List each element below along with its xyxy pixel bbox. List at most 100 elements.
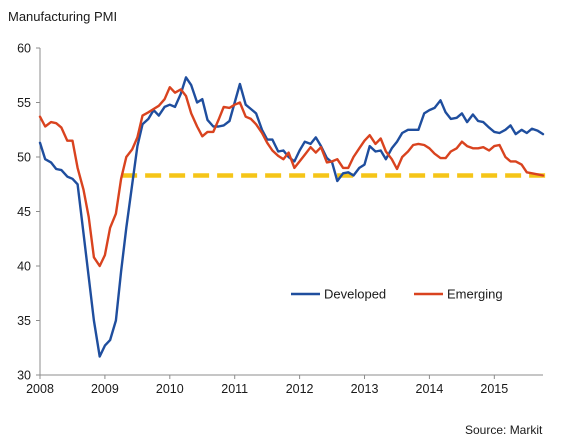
data-point [299,149,301,151]
data-point [423,112,425,114]
data-point [428,147,430,149]
data-point [352,174,354,176]
data-point [445,111,447,113]
data-point [385,150,387,152]
data-point [88,276,90,278]
chart-title: Manufacturing PMI [8,9,118,24]
data-point [201,98,203,100]
data-point [44,158,46,160]
data-point [266,142,268,144]
data-point [363,140,365,142]
data-point [277,155,279,157]
data-point [380,137,382,139]
data-point [369,134,371,136]
y-tick-label: 50 [17,151,31,165]
data-point [180,88,182,90]
data-point [391,158,393,160]
x-tick-label: 2013 [351,382,379,396]
y-tick-label: 35 [17,314,31,328]
data-point [315,136,317,138]
data-point [331,160,333,162]
data-point [363,164,365,166]
data-point [250,108,252,110]
data-point [342,167,344,169]
y-tick-label: 60 [17,42,31,56]
y-tick-label: 40 [17,260,31,274]
data-point [82,189,84,191]
data-point [206,119,208,121]
data-point [299,160,301,162]
data-point [93,319,95,321]
data-point [434,153,436,155]
data-point [450,118,452,120]
data-point [245,116,247,118]
data-point [109,227,111,229]
data-point [131,183,133,185]
data-point [136,145,138,147]
source-note: Source: Markit [465,423,543,437]
data-point [82,232,84,234]
series-layer [38,76,545,358]
data-point [380,149,382,151]
data-point [352,156,354,158]
data-point [542,133,544,135]
data-point [521,129,523,131]
data-point [304,141,306,143]
x-tick-label: 2014 [416,382,444,396]
data-point [358,147,360,149]
data-point [477,120,479,122]
x-tick-label: 2012 [286,382,314,396]
data-point [271,139,273,141]
data-point [401,156,403,158]
data-point [521,164,523,166]
data-point [504,129,506,131]
data-point [537,130,539,132]
data-point [39,116,41,118]
data-point [141,115,143,117]
data-point [39,142,41,144]
data-point [174,106,176,108]
data-point [153,108,155,110]
data-point [88,216,90,218]
data-point [99,355,101,357]
data-point [228,120,230,122]
data-point [125,227,127,229]
data-point [531,128,533,130]
data-point [44,125,46,127]
data-point [417,129,419,131]
data-point [310,143,312,145]
data-point [66,140,68,142]
data-point [250,118,252,120]
data-point [320,146,322,148]
data-point [234,104,236,106]
data-point [271,149,273,151]
data-point [147,118,149,120]
data-point [212,131,214,133]
data-point [180,93,182,95]
data-point [439,99,441,101]
data-point [537,173,539,175]
data-point [115,319,117,321]
data-point [77,167,79,169]
data-point [310,146,312,148]
data-point [120,178,122,180]
data-point [358,167,360,169]
data-point [190,84,192,86]
data-point [77,183,79,185]
data-point [472,113,474,115]
data-point [396,141,398,143]
data-point [239,101,241,103]
data-point [196,125,198,127]
data-point [60,169,62,171]
series-emerging [38,86,545,268]
data-point [369,145,371,147]
data-point [450,150,452,152]
data-point [412,144,414,146]
data-point [164,106,166,108]
data-point [277,150,279,152]
data-point [115,213,117,215]
data-point [71,178,73,180]
data-point [147,111,149,113]
data-point [504,156,506,158]
data-point [498,144,500,146]
